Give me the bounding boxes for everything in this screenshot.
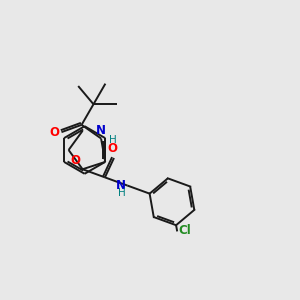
Text: N: N [116, 179, 126, 192]
Text: H: H [110, 135, 117, 145]
Text: Cl: Cl [178, 224, 191, 237]
Text: H: H [118, 188, 126, 198]
Text: O: O [49, 126, 59, 139]
Text: O: O [71, 154, 81, 166]
Text: N: N [96, 124, 106, 137]
Text: O: O [107, 142, 118, 155]
